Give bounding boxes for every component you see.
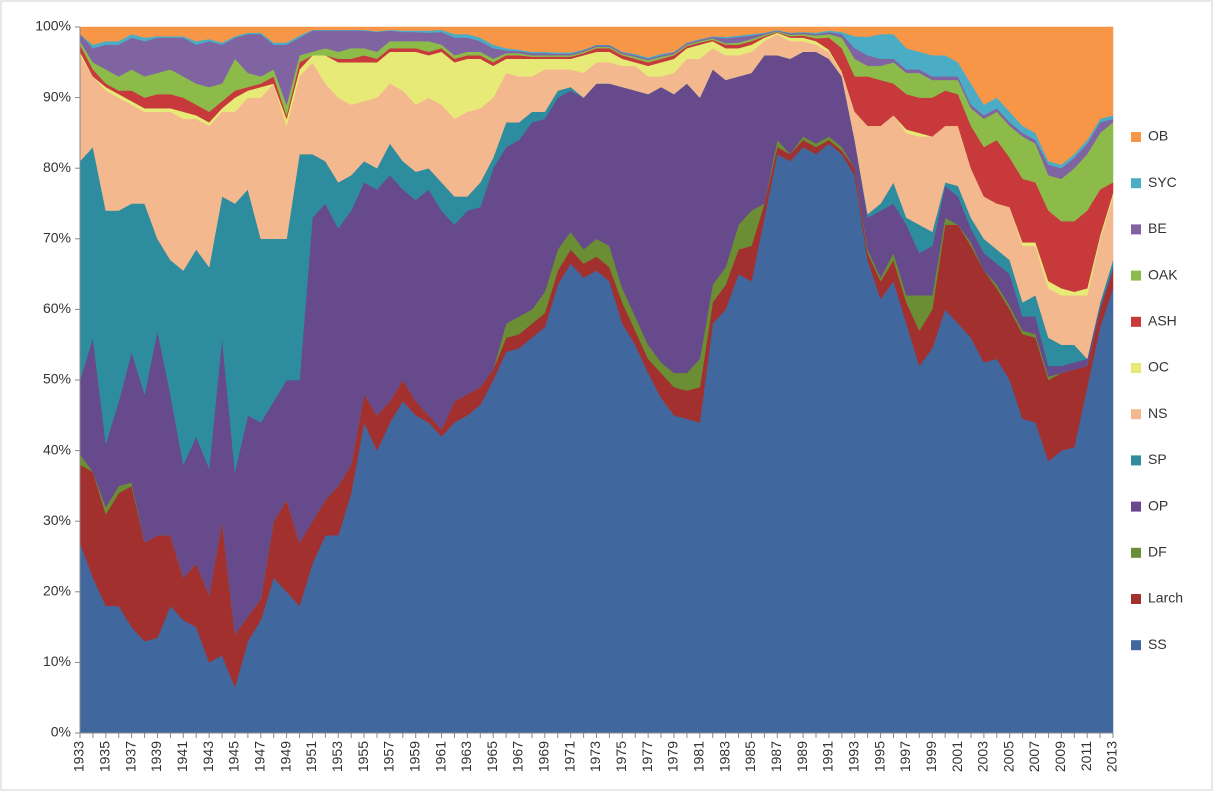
- x-tick-label: 1957: [381, 741, 397, 772]
- legend-swatch: [1131, 455, 1141, 466]
- x-tick-label: 1967: [510, 741, 526, 772]
- legend-swatch: [1131, 501, 1141, 512]
- y-tick-label: 90%: [43, 88, 71, 104]
- legend-swatch: [1131, 640, 1141, 651]
- legend-label: OC: [1148, 359, 1169, 375]
- legend-label: DF: [1148, 544, 1167, 560]
- legend-swatch: [1131, 270, 1141, 281]
- legend-label: OB: [1148, 128, 1168, 144]
- legend-swatch: [1131, 316, 1141, 327]
- x-tick-label: 1965: [484, 741, 500, 772]
- y-tick-label: 100%: [35, 18, 71, 34]
- x-tick-label: 1983: [716, 741, 732, 772]
- legend-swatch: [1131, 178, 1141, 189]
- x-tick-label: 1989: [794, 741, 810, 772]
- y-tick-label: 20%: [43, 583, 71, 599]
- area: [79, 26, 1114, 165]
- plot-area: [79, 26, 1114, 734]
- y-tick-label: 70%: [43, 230, 71, 246]
- legend-swatch: [1131, 363, 1141, 373]
- legend-label: BE: [1148, 220, 1167, 236]
- y-tick-label: 80%: [43, 159, 71, 175]
- x-tick-label: 1971: [561, 741, 577, 772]
- x-tick-label: 1961: [432, 741, 448, 772]
- x-tick-label: 1969: [536, 741, 552, 772]
- x-tick-label: 1981: [691, 741, 707, 772]
- x-tick-label: 1945: [226, 741, 242, 772]
- y-tick-label: 40%: [43, 441, 71, 457]
- x-tick-label: 1933: [71, 741, 87, 772]
- y-tick-label: 30%: [43, 512, 71, 528]
- x-tick-label: 1963: [458, 741, 474, 772]
- x-tick-label: 2001: [949, 741, 965, 772]
- x-tick-label: 1949: [277, 741, 293, 772]
- x-tick-label: 1995: [871, 741, 887, 772]
- x-tick-label: 1975: [613, 741, 629, 772]
- legend-swatch: [1131, 132, 1141, 142]
- x-tick-label: 1947: [251, 741, 267, 772]
- x-tick-label: 1935: [97, 741, 113, 772]
- y-tick-label: 0%: [51, 724, 71, 740]
- x-tick-label: 1953: [329, 741, 345, 772]
- x-tick-label: 1999: [923, 741, 939, 772]
- legend-swatch: [1131, 224, 1141, 235]
- legend-label: OAK: [1148, 266, 1178, 282]
- legend-label: SYC: [1148, 174, 1177, 190]
- legend-label: NS: [1148, 405, 1167, 421]
- legend-swatch: [1131, 409, 1141, 420]
- x-tick-label: 2011: [1078, 741, 1094, 771]
- legend-label: Larch: [1148, 590, 1183, 606]
- x-tick-label: 1943: [200, 741, 216, 772]
- x-tick-label: 2003: [975, 741, 991, 772]
- legend-label: SS: [1148, 636, 1167, 652]
- x-tick-label: 1939: [148, 741, 164, 772]
- y-tick-label: 10%: [43, 653, 71, 669]
- x-tick-label: 1955: [355, 741, 371, 772]
- legend-label: ASH: [1148, 313, 1177, 329]
- x-tick-label: 2009: [1052, 741, 1068, 772]
- legend-swatch: [1131, 594, 1141, 604]
- legend-swatch: [1131, 547, 1141, 558]
- x-tick-label: 1977: [639, 741, 655, 772]
- x-tick-label: 1973: [587, 741, 603, 772]
- x-tick-label: 2013: [1104, 741, 1120, 772]
- y-tick-label: 50%: [43, 371, 71, 387]
- x-tick-label: 2005: [1000, 741, 1016, 772]
- x-tick-label: 1985: [742, 741, 758, 772]
- x-tick-label: 2007: [1026, 741, 1042, 772]
- x-tick-label: 1941: [174, 741, 190, 772]
- x-tick-label: 1979: [665, 741, 681, 772]
- x-tick-label: 1937: [122, 741, 138, 772]
- x-tick-label: 1991: [820, 741, 836, 772]
- x-tick-label: 1993: [845, 741, 861, 772]
- x-tick-label: 1997: [897, 741, 913, 772]
- x-tick-label: 1959: [406, 741, 422, 772]
- y-tick-label: 60%: [43, 300, 71, 316]
- legend-label: OP: [1148, 497, 1168, 513]
- legend-label: SP: [1148, 451, 1167, 467]
- x-tick-label: 1987: [768, 741, 784, 772]
- x-tick-label: 1951: [303, 741, 319, 772]
